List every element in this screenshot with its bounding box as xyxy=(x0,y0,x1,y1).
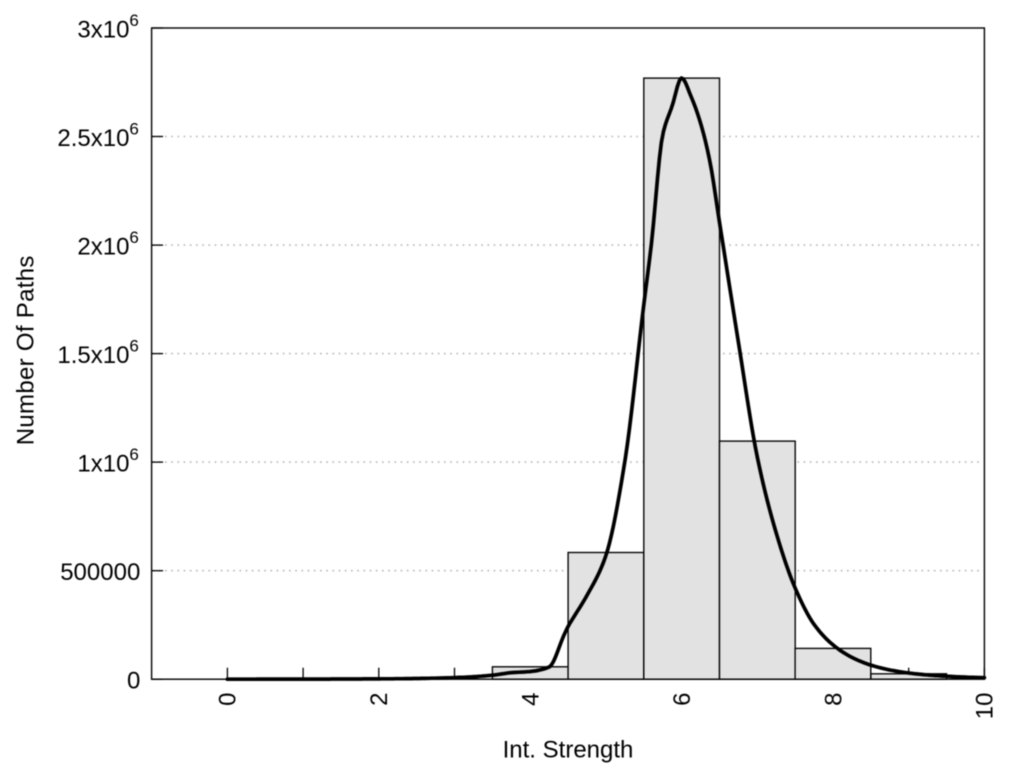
svg-text:2x106: 2x106 xyxy=(77,228,139,261)
svg-text:10: 10 xyxy=(972,693,999,720)
svg-text:500000: 500000 xyxy=(60,559,140,586)
svg-text:0: 0 xyxy=(215,693,242,706)
svg-text:4: 4 xyxy=(518,693,545,706)
svg-text:1x106: 1x106 xyxy=(77,445,139,478)
svg-text:8: 8 xyxy=(820,693,847,706)
svg-text:3x106: 3x106 xyxy=(77,11,139,44)
svg-text:1.5x106: 1.5x106 xyxy=(57,336,139,369)
svg-text:Number Of Paths: Number Of Paths xyxy=(13,255,40,445)
svg-text:2.5x106: 2.5x106 xyxy=(57,119,139,152)
svg-text:6: 6 xyxy=(669,693,696,706)
svg-text:2: 2 xyxy=(366,693,393,706)
svg-text:0: 0 xyxy=(127,668,140,695)
svg-text:Int. Strength: Int. Strength xyxy=(503,737,634,764)
